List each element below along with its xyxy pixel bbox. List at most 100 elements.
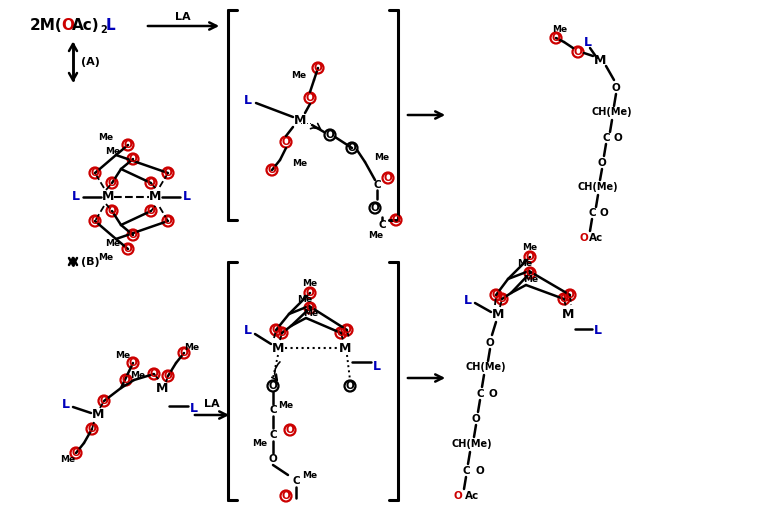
Text: C: C — [292, 476, 300, 486]
Text: Me: Me — [374, 153, 389, 163]
Text: Me: Me — [522, 244, 538, 252]
Text: O: O — [600, 208, 608, 218]
Text: L: L — [72, 190, 80, 203]
Text: O: O — [267, 165, 276, 175]
Text: O: O — [180, 348, 188, 358]
Text: O: O — [525, 252, 535, 262]
Text: Me: Me — [253, 439, 267, 447]
Text: O: O — [164, 371, 172, 381]
Text: O: O — [91, 216, 99, 226]
Text: O: O — [343, 325, 352, 335]
Text: Me: Me — [291, 72, 306, 80]
Text: O: O — [346, 381, 354, 391]
Text: Ac: Ac — [465, 491, 479, 501]
Text: Me: Me — [98, 252, 114, 262]
Text: O: O — [492, 290, 501, 300]
Text: C: C — [462, 466, 470, 476]
Text: M: M — [156, 381, 168, 395]
Text: O: O — [108, 206, 117, 216]
Text: O: O — [128, 154, 137, 164]
Text: O: O — [551, 33, 561, 43]
Text: Me: Me — [279, 401, 293, 411]
Text: O: O — [611, 83, 621, 93]
Text: O: O — [392, 215, 400, 225]
Text: O: O — [306, 303, 314, 313]
Text: O: O — [565, 290, 574, 300]
Text: Me: Me — [105, 238, 121, 248]
Text: O: O — [124, 140, 132, 150]
Text: C: C — [373, 180, 381, 190]
Text: O: O — [121, 375, 131, 385]
Text: C: C — [270, 405, 276, 415]
Text: Me: Me — [105, 147, 121, 155]
Text: O: O — [313, 63, 323, 73]
Text: Me: Me — [369, 231, 383, 239]
Text: M: M — [102, 190, 114, 203]
Text: O: O — [61, 19, 74, 34]
Text: O: O — [336, 328, 346, 338]
Text: M: M — [294, 114, 306, 126]
Text: O: O — [128, 230, 137, 240]
Text: O: O — [124, 244, 132, 254]
Text: C: C — [378, 220, 386, 230]
Text: L: L — [62, 398, 70, 411]
Text: O: O — [88, 424, 96, 434]
Text: L: L — [244, 324, 252, 336]
Text: L: L — [594, 325, 602, 337]
Text: L: L — [373, 360, 381, 373]
Text: CH(Me): CH(Me) — [591, 107, 632, 117]
Text: CH(Me): CH(Me) — [452, 439, 492, 449]
Text: O: O — [71, 448, 81, 458]
Text: Me: Me — [297, 296, 313, 304]
Text: O: O — [580, 233, 588, 243]
Text: Ac: Ac — [589, 233, 603, 243]
Text: O: O — [614, 133, 622, 143]
Text: CH(Me): CH(Me) — [578, 182, 618, 192]
Text: O: O — [286, 425, 294, 435]
Text: O: O — [164, 168, 172, 178]
Text: C: C — [588, 208, 596, 218]
Text: Me: Me — [292, 159, 307, 169]
Text: LA: LA — [175, 12, 190, 22]
Text: Me: Me — [98, 133, 114, 141]
Text: Me: Me — [524, 276, 538, 284]
Text: O: O — [128, 358, 137, 368]
Text: O: O — [485, 338, 495, 348]
Text: Me: Me — [518, 260, 532, 268]
Text: Me: Me — [184, 344, 200, 352]
Text: O: O — [269, 454, 277, 464]
FancyArrowPatch shape — [272, 362, 280, 380]
Text: C: C — [476, 389, 484, 399]
Text: 2M(: 2M( — [30, 19, 63, 34]
Text: O: O — [91, 168, 99, 178]
FancyArrowPatch shape — [310, 123, 320, 129]
Text: O: O — [454, 491, 462, 501]
Text: O: O — [574, 47, 582, 57]
Text: M: M — [149, 190, 161, 203]
Text: O: O — [277, 328, 286, 338]
Text: L: L — [190, 401, 198, 414]
Text: O: O — [147, 206, 155, 216]
Text: O: O — [498, 294, 506, 304]
Text: 2: 2 — [100, 25, 107, 35]
Text: ····: ···· — [300, 119, 312, 129]
Text: O: O — [164, 216, 172, 226]
Text: M: M — [339, 342, 351, 354]
Text: O: O — [472, 414, 480, 424]
Text: Me: Me — [131, 370, 146, 379]
Text: Ac): Ac) — [72, 19, 100, 34]
Text: L: L — [106, 19, 116, 34]
Text: O: O — [598, 158, 607, 168]
Text: Me: Me — [303, 472, 317, 480]
Text: O: O — [150, 369, 158, 379]
Text: O: O — [282, 491, 290, 501]
Text: (A): (A) — [81, 57, 99, 67]
Text: O: O — [306, 93, 314, 103]
Text: O: O — [371, 203, 379, 213]
Text: Me: Me — [303, 309, 319, 317]
Text: C: C — [602, 133, 610, 143]
Text: O: O — [272, 325, 280, 335]
Text: Me: Me — [61, 455, 75, 463]
Text: O: O — [108, 178, 117, 188]
Text: Me: Me — [303, 280, 317, 288]
